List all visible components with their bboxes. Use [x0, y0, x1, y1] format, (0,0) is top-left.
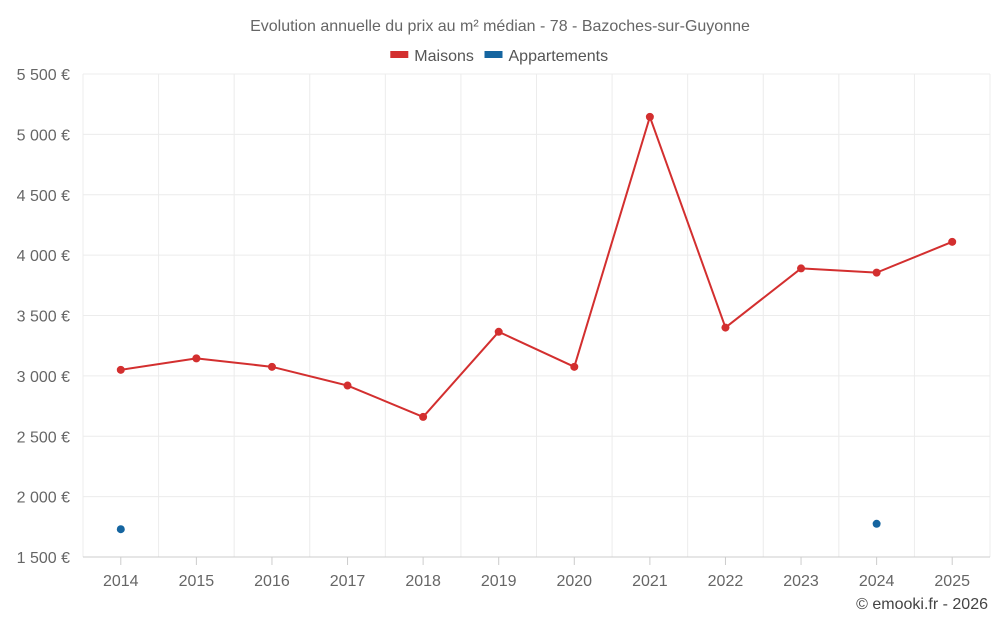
y-tick-label: 4 500 € [17, 188, 70, 205]
legend-item-appartements[interactable]: Appartements [484, 48, 609, 65]
credit-text: © emooki.fr - 2026 [856, 596, 988, 613]
data-point-maisons-2024[interactable] [872, 268, 881, 277]
x-tick-label: 2022 [708, 573, 744, 590]
x-tick-label: 2016 [254, 573, 290, 590]
legend: Maisons Appartements [390, 48, 608, 65]
x-tick-label: 2025 [934, 573, 970, 590]
data-point-appartements-2014[interactable] [116, 525, 125, 534]
legend-label: Maisons [414, 48, 474, 65]
x-tick-label: 2019 [481, 573, 517, 590]
series-line-segment [346, 384, 425, 418]
data-point-maisons-2017[interactable] [343, 381, 352, 390]
x-tick-label: 2017 [330, 573, 366, 590]
legend-swatch [484, 51, 503, 58]
series-line-segment [800, 267, 878, 274]
series-line-segment [724, 267, 803, 329]
series-line-segment [573, 115, 651, 368]
x-tick-label: 2020 [556, 573, 592, 590]
x-tick-label: 2021 [632, 573, 668, 590]
axis-layer: 1 500 € 2 000 € 2 500 € 3 000 € 3 500 € 4 000… [17, 67, 990, 590]
series-maisons [116, 112, 957, 421]
grid-layer [82, 73, 991, 558]
data-point-maisons-2025[interactable] [948, 237, 957, 246]
data-point-maisons-2014[interactable] [116, 365, 125, 374]
legend-swatch [390, 51, 409, 58]
data-point-maisons-2019[interactable] [494, 327, 503, 336]
series-layer [116, 112, 957, 534]
y-tick-label: 5 000 € [17, 127, 70, 144]
chart-title: Evolution annuelle du prix au m² médian … [250, 18, 750, 35]
y-tick-label: 5 500 € [17, 67, 70, 84]
x-tick-label: 2023 [783, 573, 819, 590]
series-line-segment [497, 330, 576, 368]
legend-label: Appartements [509, 48, 609, 65]
x-tick-label: 2024 [859, 573, 895, 590]
series-line-segment [270, 365, 349, 387]
data-point-maisons-2021[interactable] [645, 112, 654, 121]
x-tick-label: 2018 [405, 573, 441, 590]
series-line-segment [195, 357, 273, 368]
data-point-maisons-2018[interactable] [419, 412, 428, 421]
series-line-segment [875, 240, 954, 274]
series-appartements [116, 519, 881, 534]
legend-item-maisons[interactable]: Maisons [390, 48, 474, 65]
data-point-maisons-2022[interactable] [721, 323, 730, 332]
x-tick-label: 2014 [103, 573, 139, 590]
series-line-segment [119, 357, 198, 371]
series-line-segment [648, 115, 727, 329]
data-point-appartements-2024[interactable] [872, 519, 881, 528]
data-point-maisons-2015[interactable] [192, 354, 201, 363]
data-point-maisons-2020[interactable] [570, 362, 579, 371]
data-point-maisons-2016[interactable] [267, 362, 276, 371]
y-tick-label: 3 000 € [17, 369, 70, 386]
y-tick-label: 4 000 € [17, 248, 70, 265]
x-tick-label: 2015 [179, 573, 215, 590]
y-tick-label: 3 500 € [17, 309, 70, 326]
data-point-maisons-2023[interactable] [797, 264, 806, 273]
y-tick-label: 2 000 € [17, 490, 70, 507]
y-tick-label: 1 500 € [17, 550, 70, 567]
series-line-segment [422, 330, 500, 418]
y-tick-label: 2 500 € [17, 429, 70, 446]
